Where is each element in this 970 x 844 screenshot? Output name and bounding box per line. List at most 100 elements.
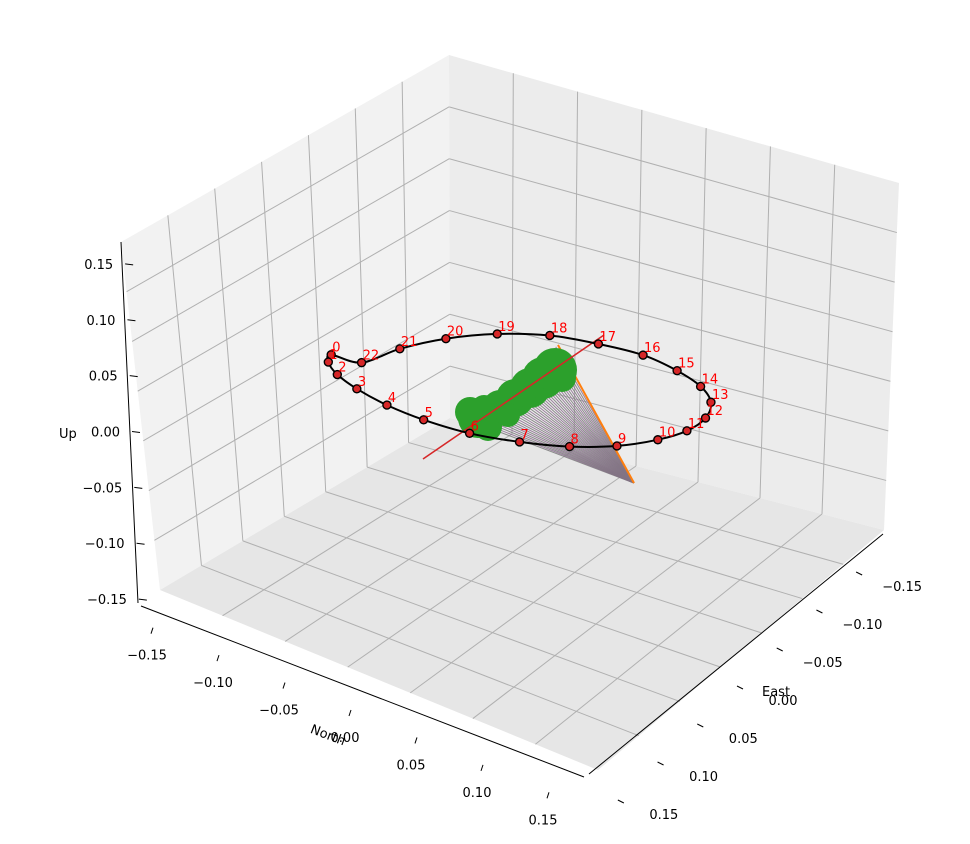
hour-markers xyxy=(323,329,716,452)
x-axis-line xyxy=(140,605,585,778)
hour-label: 17 xyxy=(599,330,616,345)
floor-pane-gridline xyxy=(284,515,721,668)
left-pane-gridline xyxy=(148,313,450,492)
hour-marker xyxy=(418,415,429,425)
right-pane-gridline xyxy=(635,109,643,467)
z-axis-tick-mark xyxy=(129,375,138,378)
y-axis-tick-mark xyxy=(736,685,744,690)
hour-label: 7 xyxy=(521,428,529,443)
hour-marker xyxy=(612,441,622,451)
hour-marker xyxy=(638,350,648,360)
floor-pane-grid xyxy=(201,433,844,745)
x-axis-tick-mark xyxy=(414,737,418,744)
z-axis-tick-mark xyxy=(136,542,145,545)
z-axis-tick-mark xyxy=(131,431,141,433)
hour-marker xyxy=(695,381,706,392)
x-axis-tick-label: 0.05 xyxy=(397,758,426,773)
z-axis-tick-mark xyxy=(125,263,134,266)
x-axis-tick-label: −0.05 xyxy=(259,704,299,719)
hour-5-17-line xyxy=(422,334,605,460)
floor-pane-gridline xyxy=(347,465,637,668)
x-axis-tick-mark xyxy=(480,764,484,772)
hour-label: 20 xyxy=(447,325,464,340)
x-axis-tick-label: 0.00 xyxy=(331,731,360,746)
y-axis-tick-label: 0.00 xyxy=(769,694,798,709)
right-pane-gridline xyxy=(821,164,836,515)
hour-marker xyxy=(464,428,475,438)
x-axis-tick-label: −0.15 xyxy=(127,649,167,664)
y-axis-ticks: 0.15 0.10 0.05 0.00 −0.05 −0.10 −0.15 xyxy=(617,571,922,823)
hour-label: 0 xyxy=(332,341,340,356)
hour-marker xyxy=(332,369,343,380)
right-pane-gridline xyxy=(573,91,579,451)
floor-pane-gridline xyxy=(284,449,575,642)
z-axis-tick-label: 0.15 xyxy=(84,258,113,273)
hour-marker xyxy=(682,426,692,436)
floor-pane-gridline xyxy=(535,513,823,745)
floor-pane-gridline xyxy=(222,433,513,617)
floor-pane-gridline xyxy=(325,491,762,634)
left-pane-gridline xyxy=(126,106,450,293)
hour-label: 6 xyxy=(471,419,479,434)
z-axis-tick-mark xyxy=(138,598,147,601)
hour-label: 18 xyxy=(551,321,568,336)
hour-label: 19 xyxy=(498,320,515,335)
hour-label: 10 xyxy=(659,426,676,441)
hour-label: 15 xyxy=(678,357,695,372)
hour-marker xyxy=(564,441,575,452)
hour-label: 13 xyxy=(712,388,729,403)
floor-pane-gridline xyxy=(366,466,803,600)
hour-marker xyxy=(706,397,716,407)
z-axis-tick-label: −0.05 xyxy=(82,481,122,496)
z-axis-ticks: 0.15 0.10 0.05 0.00 −0.05 −0.10 −0.15 xyxy=(82,258,147,608)
left-pane-grid xyxy=(126,81,451,566)
right-pane-gridline xyxy=(449,158,895,283)
right-pane-gridline xyxy=(511,73,514,435)
z-axis-line xyxy=(120,241,139,604)
floor-pane-gridline xyxy=(242,540,680,702)
z-axis-tick-mark xyxy=(134,486,143,489)
hour-marker xyxy=(352,384,362,394)
left-pane-gridline xyxy=(307,135,327,492)
y-axis-tick-label: 0.05 xyxy=(729,732,758,747)
x-axis-tick-label: 0.15 xyxy=(529,813,558,828)
right-pane-gridline xyxy=(759,146,771,499)
left-pane-gridline xyxy=(214,188,244,541)
hour-marker xyxy=(382,400,392,410)
hour-label: 14 xyxy=(702,372,719,387)
x-axis-tick-mark xyxy=(546,792,550,799)
green-disc xyxy=(471,395,497,421)
hour-label: 5 xyxy=(425,406,433,421)
hour-label: 1 xyxy=(329,348,337,363)
hour-marker xyxy=(672,365,682,376)
y-axis-tick-mark xyxy=(855,571,863,576)
left-pane-gridline xyxy=(143,261,450,442)
hour-label: 4 xyxy=(388,391,396,406)
right-pane-gridline xyxy=(449,261,891,382)
z-axis-tick-label: −0.10 xyxy=(85,537,125,552)
hour-label: 21 xyxy=(401,335,418,350)
right-pane-gridline xyxy=(449,106,897,234)
z-axis-tick-label: 0.05 xyxy=(89,370,118,385)
z-axis-label: Up xyxy=(59,427,77,442)
hour-label: 8 xyxy=(571,433,579,448)
hour-marker xyxy=(492,329,502,339)
y-axis-tick-mark xyxy=(816,609,823,614)
hour-label: 16 xyxy=(644,341,661,356)
floor-pane-gridline xyxy=(409,481,699,694)
y-axis-tick-label: 0.15 xyxy=(649,808,678,823)
hour-marker xyxy=(323,357,334,367)
y-axis-tick-label: 0.10 xyxy=(689,770,718,785)
hour-marker xyxy=(356,357,367,368)
left-pane-gridline xyxy=(261,161,285,517)
left-pane-gridline xyxy=(137,210,450,392)
y-axis-tick-label: −0.15 xyxy=(882,580,922,595)
hour-label: 12 xyxy=(707,404,724,419)
x-axis-tick-mark xyxy=(150,627,154,634)
left-pane-gridline xyxy=(154,365,451,541)
x-axis-tick-mark xyxy=(216,654,220,662)
hour-label: 3 xyxy=(358,375,366,390)
x-axis-tick-mark xyxy=(348,709,352,717)
hour-marker xyxy=(545,330,555,341)
